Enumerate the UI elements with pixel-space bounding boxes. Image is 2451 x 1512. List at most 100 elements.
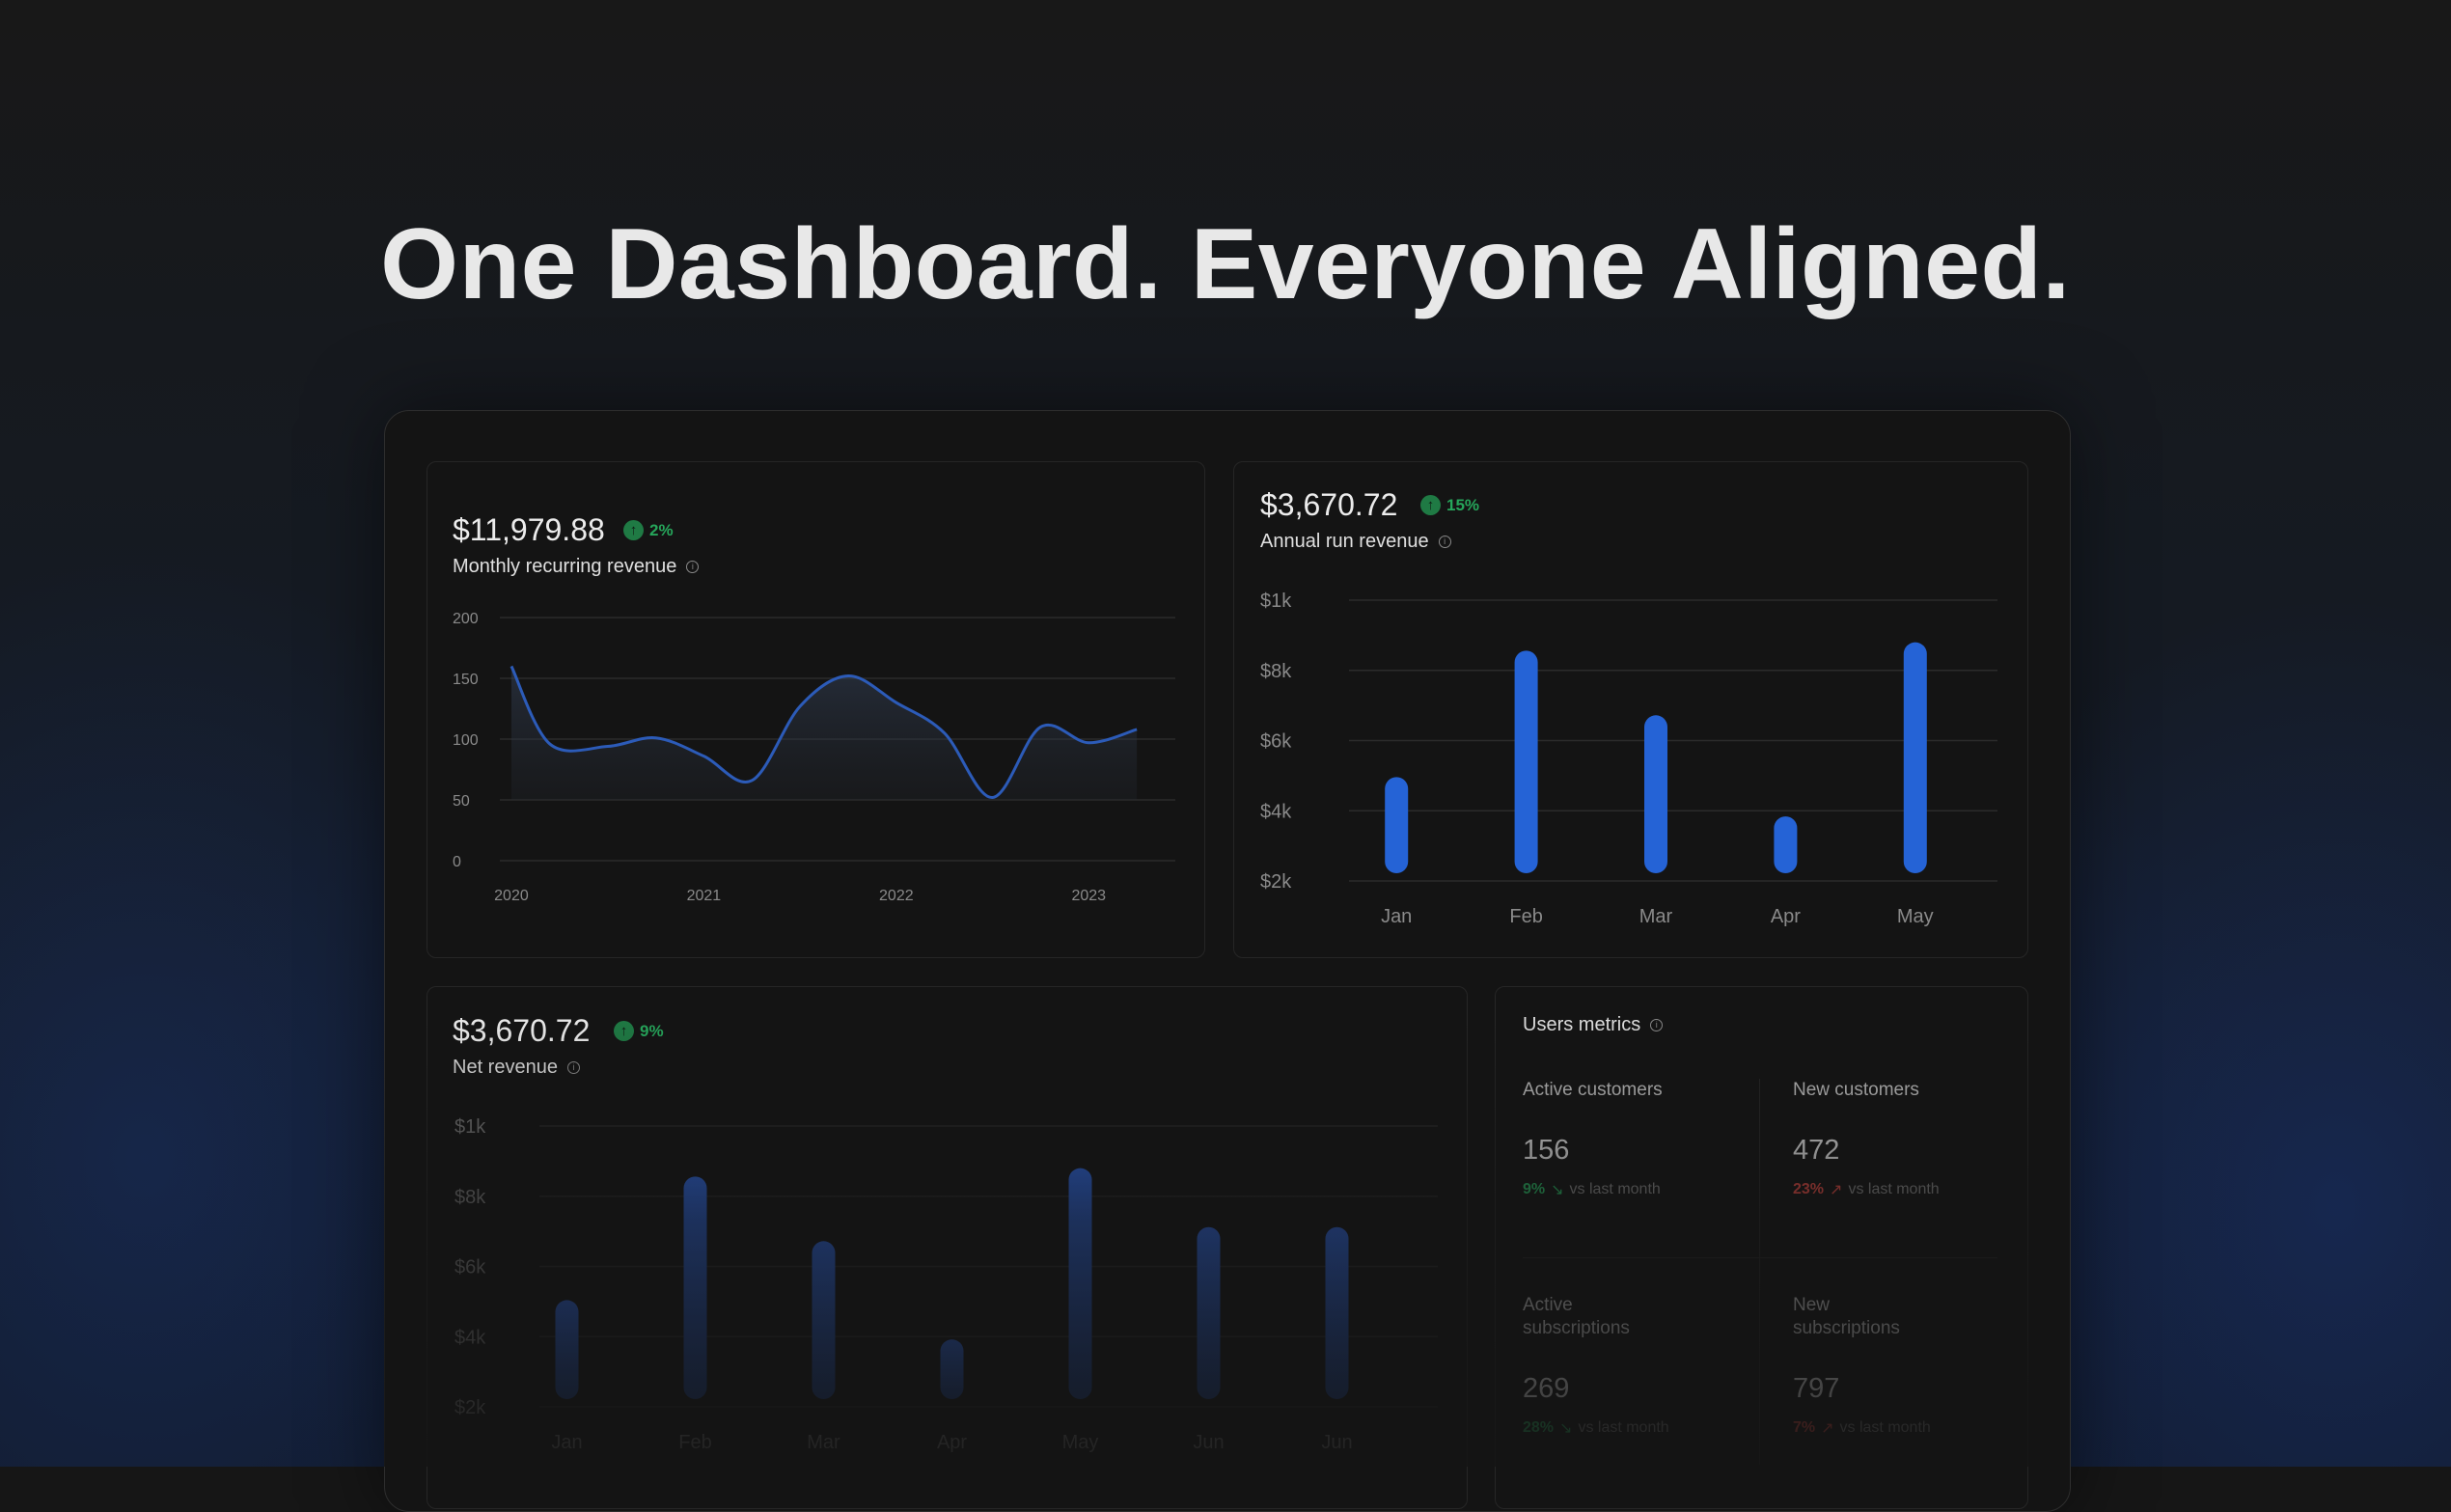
- metric-delta: 9% ↘ vs last month: [1523, 1180, 1754, 1199]
- x-tick-label: Jun: [1193, 1432, 1224, 1453]
- net-label-row: Net revenue i: [453, 1057, 580, 1079]
- delta-suffix: vs last month: [1848, 1181, 1939, 1198]
- x-tick-label: Feb: [1509, 906, 1542, 927]
- delta-percent: 23%: [1793, 1181, 1824, 1198]
- y-tick-label: 150: [453, 672, 479, 688]
- arrow-up-icon: ↑: [623, 520, 644, 540]
- delta-suffix: vs last month: [1570, 1181, 1661, 1198]
- bar: [1069, 1168, 1092, 1399]
- delta-percent: 7%: [1793, 1419, 1815, 1437]
- net-label: Net revenue: [453, 1057, 558, 1079]
- metric-delta: 23% ↗ vs last month: [1793, 1180, 2024, 1199]
- y-tick-label: $2k: [1260, 871, 1292, 893]
- x-tick-label: Jan: [551, 1432, 582, 1453]
- y-tick-label: 100: [453, 732, 479, 749]
- y-tick-label: $4k: [1260, 801, 1292, 822]
- divider: [1759, 1079, 1760, 1465]
- x-tick-label: Feb: [678, 1432, 711, 1453]
- bar: [1385, 777, 1408, 873]
- x-tick-label: Apr: [1771, 906, 1801, 927]
- metric-value: 797: [1793, 1373, 2024, 1405]
- y-tick-label: $8k: [1260, 661, 1292, 682]
- x-tick-label: Mar: [807, 1432, 840, 1453]
- net-change: 9%: [640, 1022, 664, 1041]
- arrow-up-icon: ↑: [614, 1021, 634, 1041]
- y-tick-label: $8k: [454, 1187, 486, 1208]
- arr-amount: $3,670.72: [1260, 487, 1397, 523]
- divider: [1523, 1257, 1997, 1258]
- metric-delta: 7% ↗ vs last month: [1793, 1418, 2024, 1438]
- bar: [556, 1300, 579, 1399]
- info-icon[interactable]: i: [1439, 536, 1451, 548]
- metric-value: 472: [1793, 1135, 2024, 1167]
- y-tick-label: 50: [453, 793, 470, 810]
- bar: [1515, 650, 1538, 873]
- metric-label: Active customers: [1523, 1079, 1667, 1102]
- trend-up-icon: ↗: [1821, 1418, 1833, 1438]
- users-title: Users metrics: [1523, 1014, 1640, 1036]
- arr-change: 15%: [1446, 496, 1479, 515]
- metric-active-subscriptions: Active subscriptions 269 28% ↘ vs last m…: [1523, 1294, 1754, 1438]
- metric-new-subscriptions: New subscriptions 797 7% ↗ vs last month: [1793, 1294, 2024, 1438]
- info-icon[interactable]: i: [567, 1061, 580, 1074]
- trend-down-icon: ↘: [1551, 1180, 1563, 1199]
- metric-label: New customers: [1793, 1079, 1938, 1102]
- y-tick-label: 0: [453, 854, 461, 870]
- x-tick-label: 2021: [687, 888, 722, 904]
- x-tick-label: 2020: [494, 888, 529, 904]
- mrr-amount: $11,979.88: [453, 512, 605, 548]
- headline: One Dashboard. Everyone Aligned.: [0, 207, 2451, 322]
- trend-down-icon: ↘: [1559, 1418, 1572, 1438]
- arr-label-row: Annual run revenue i: [1260, 531, 1451, 553]
- arr-change-badge: ↑ 15%: [1420, 495, 1479, 515]
- delta-percent: 28%: [1523, 1419, 1554, 1437]
- mrr-line-chart: 200 150 100 50 0 2020 2021 2022 2023: [439, 593, 1192, 921]
- x-tick-label: 2022: [879, 888, 914, 904]
- bar: [812, 1241, 836, 1399]
- bar: [1644, 715, 1667, 873]
- y-tick-label: $2k: [454, 1397, 486, 1418]
- y-tick-label: $6k: [1260, 731, 1292, 753]
- net-amount: $3,670.72: [453, 1013, 590, 1049]
- x-tick-label: May: [1062, 1432, 1099, 1453]
- bar: [1904, 643, 1927, 873]
- x-tick-label: Jun: [1321, 1432, 1352, 1453]
- metric-label: New subscriptions: [1793, 1294, 1938, 1340]
- info-icon[interactable]: i: [1650, 1019, 1663, 1031]
- mrr-label-row: Monthly recurring revenue i: [453, 556, 699, 578]
- arr-label: Annual run revenue: [1260, 531, 1429, 553]
- metric-label: Active subscriptions: [1523, 1294, 1667, 1340]
- delta-percent: 9%: [1523, 1181, 1545, 1198]
- x-tick-label: Mar: [1639, 906, 1673, 927]
- net-change-badge: ↑ 9%: [614, 1021, 664, 1041]
- mrr-label: Monthly recurring revenue: [453, 556, 676, 578]
- mrr-change: 2%: [649, 521, 674, 540]
- metric-delta: 28% ↘ vs last month: [1523, 1418, 1754, 1438]
- metric-value: 156: [1523, 1135, 1754, 1167]
- delta-suffix: vs last month: [1578, 1419, 1668, 1437]
- bar: [1198, 1227, 1221, 1399]
- arr-bar-chart: $1k $8k $6k $4k $2k Jan Feb Mar Apr May: [1245, 579, 2017, 946]
- x-tick-label: 2023: [1071, 888, 1106, 904]
- y-tick-label: $4k: [454, 1327, 486, 1348]
- y-tick-label: $6k: [454, 1257, 486, 1278]
- delta-suffix: vs last month: [1840, 1419, 1931, 1437]
- bar: [1774, 816, 1797, 873]
- bar: [684, 1176, 707, 1399]
- mrr-change-badge: ↑ 2%: [623, 520, 674, 540]
- y-tick-label: $1k: [454, 1116, 486, 1138]
- x-tick-label: Jan: [1381, 906, 1412, 927]
- net-bar-chart: $1k $8k $6k $4k $2k Jan Feb Mar Apr May Jun Jun: [439, 1105, 1452, 1467]
- info-icon[interactable]: i: [686, 561, 699, 573]
- trend-up-icon: ↗: [1830, 1180, 1842, 1199]
- bar: [1326, 1227, 1349, 1399]
- y-tick-label: 200: [453, 611, 479, 627]
- metric-active-customers: Active customers 156 9% ↘ vs last month: [1523, 1079, 1754, 1199]
- arrow-up-icon: ↑: [1420, 495, 1441, 515]
- bar: [941, 1339, 964, 1399]
- x-tick-label: May: [1897, 906, 1934, 927]
- x-tick-label: Apr: [937, 1432, 967, 1453]
- y-tick-label: $1k: [1260, 591, 1292, 612]
- metric-new-customers: New customers 472 23% ↗ vs last month: [1793, 1079, 2024, 1199]
- users-title-row: Users metrics i: [1523, 1014, 1663, 1036]
